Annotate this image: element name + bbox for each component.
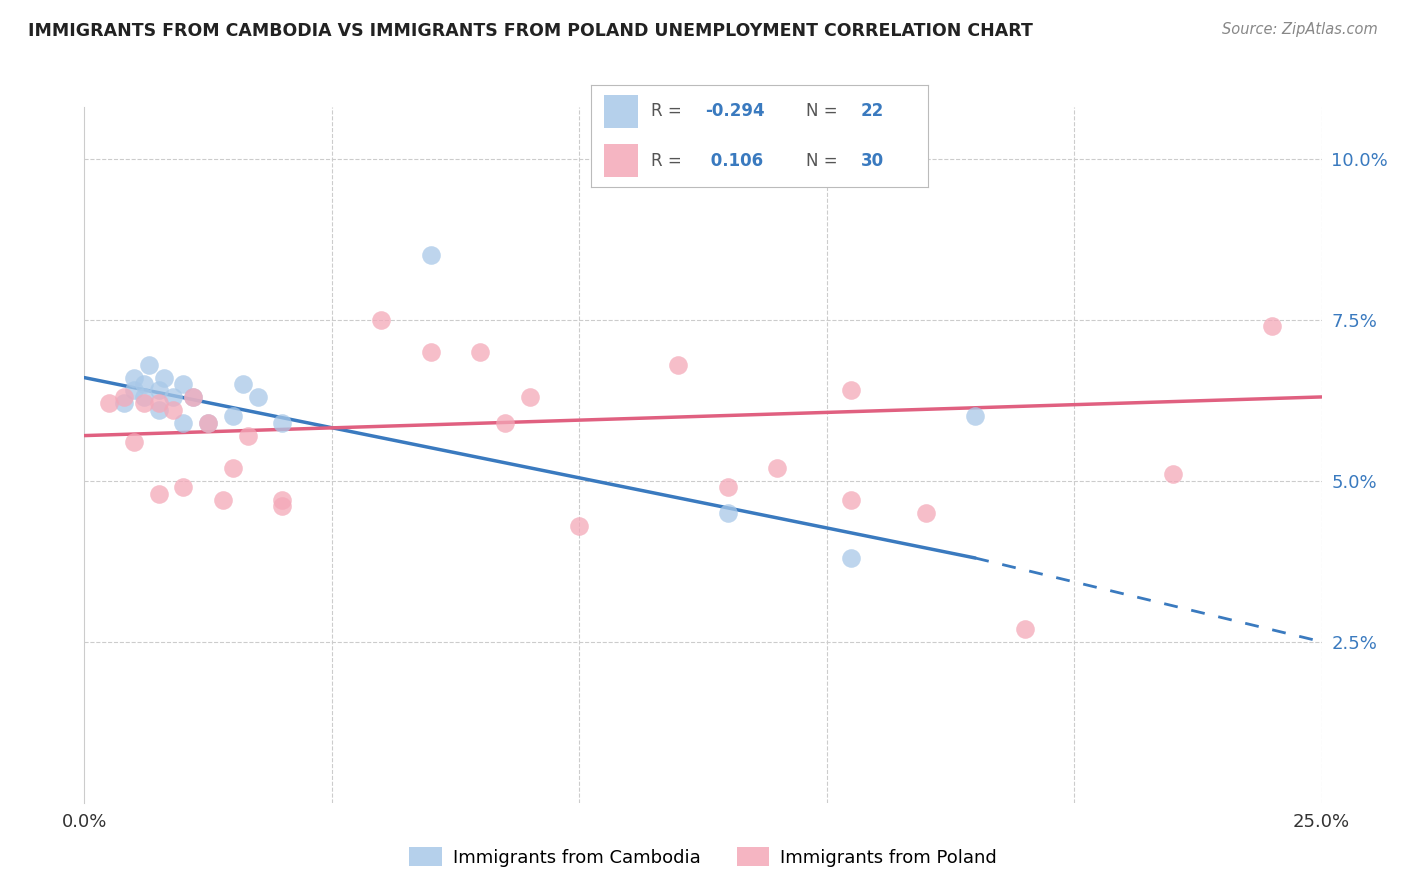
Point [122,370,145,384]
Text: N =: N = [807,103,838,120]
Point [148,384,170,398]
Point [212,493,235,508]
Point [519,390,541,404]
Point [181,390,204,404]
Point [132,390,155,404]
Point [148,402,170,417]
Point [568,518,591,533]
Point [841,551,863,566]
Point [132,396,155,410]
Point [197,416,219,430]
Point [965,409,987,424]
Point [122,384,145,398]
Point [419,248,441,262]
Point [148,486,170,500]
Point [1014,622,1036,636]
Point [222,409,245,424]
Text: 22: 22 [860,103,884,120]
Point [162,402,184,417]
Point [1161,467,1184,482]
Text: R =: R = [651,152,682,169]
Text: N =: N = [807,152,838,169]
Point [197,416,219,430]
Point [222,460,245,475]
Point [232,377,254,392]
Point [717,506,740,520]
Point [236,428,259,442]
Point [370,312,392,326]
Point [162,390,184,404]
Point [841,493,863,508]
Point [172,416,194,430]
Text: IMMIGRANTS FROM CAMBODIA VS IMMIGRANTS FROM POLAND UNEMPLOYMENT CORRELATION CHAR: IMMIGRANTS FROM CAMBODIA VS IMMIGRANTS F… [28,22,1033,40]
Point [766,460,789,475]
Text: 30: 30 [860,152,883,169]
Point [172,480,194,494]
Point [138,358,160,372]
Point [181,390,204,404]
Point [132,377,155,392]
Point [470,344,492,359]
Point [914,506,936,520]
Point [271,500,294,514]
Point [148,396,170,410]
Point [419,344,441,359]
Point [666,358,689,372]
Text: R =: R = [651,103,682,120]
Point [112,390,135,404]
Point [152,370,174,384]
Point [172,377,194,392]
Point [271,416,294,430]
Text: 0.106: 0.106 [706,152,763,169]
Bar [605,145,638,177]
Point [246,390,269,404]
Point [841,384,863,398]
Point [112,396,135,410]
Legend: Immigrants from Cambodia, Immigrants from Poland: Immigrants from Cambodia, Immigrants fro… [402,840,1004,874]
Point [1261,319,1284,334]
Bar [605,95,638,128]
Point [494,416,516,430]
Point [98,396,121,410]
Text: Source: ZipAtlas.com: Source: ZipAtlas.com [1222,22,1378,37]
Text: -0.294: -0.294 [706,103,765,120]
Point [271,493,294,508]
Point [717,480,740,494]
Point [122,435,145,450]
